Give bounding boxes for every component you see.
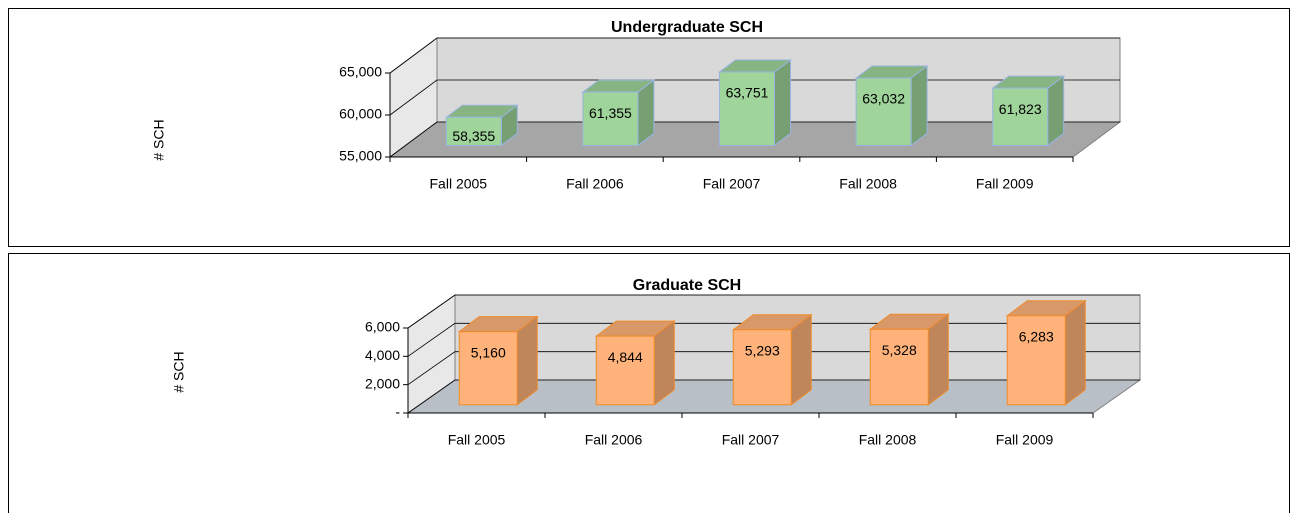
grid-line — [407, 294, 1140, 329]
value-label: 58,355 — [452, 128, 495, 144]
bar — [595, 335, 655, 406]
y-tick-label: 2,000 — [365, 375, 400, 391]
bar — [445, 116, 502, 146]
value-label: 63,751 — [726, 85, 769, 101]
value-label: 5,293 — [745, 342, 780, 358]
chart-title: Undergraduate SCH — [611, 19, 763, 36]
value-label: 63,032 — [862, 91, 905, 107]
x-tick-label: Fall 2005 — [448, 432, 506, 448]
bar-side — [774, 58, 792, 147]
x-tick-label: Fall 2007 — [722, 432, 780, 448]
y-tick-label: 65,000 — [339, 64, 382, 80]
x-tick-label: Fall 2006 — [585, 432, 643, 448]
chart-title: Graduate SCH — [633, 277, 741, 294]
y-tick-label: 60,000 — [339, 106, 382, 122]
bar-side — [790, 313, 812, 406]
value-label: 5,328 — [882, 342, 917, 358]
bar — [582, 91, 639, 146]
x-tick-label: Fall 2007 — [703, 176, 761, 192]
value-label: 6,283 — [1019, 328, 1054, 344]
y-tick-label: 6,000 — [365, 319, 400, 335]
grid-line — [389, 37, 1120, 74]
x-tick-label: Fall 2006 — [566, 176, 624, 192]
x-tick-label: Fall 2008 — [839, 176, 897, 192]
bar-side — [910, 64, 928, 147]
y-tick-label: 55,000 — [339, 148, 382, 164]
bar — [1006, 315, 1066, 406]
y-tick-label: - — [395, 404, 400, 420]
x-tick-label: Fall 2009 — [976, 176, 1034, 192]
value-label: 4,844 — [608, 349, 643, 365]
value-label: 61,355 — [589, 105, 632, 121]
bar — [458, 331, 518, 406]
bar — [855, 77, 912, 146]
bar-side — [1064, 299, 1086, 406]
value-label: 5,160 — [471, 344, 506, 360]
x-tick-label: Fall 2008 — [859, 432, 917, 448]
y-axis-label: # SCH — [171, 351, 187, 392]
bar — [732, 329, 792, 406]
x-tick-label: Fall 2005 — [430, 176, 488, 192]
bar — [992, 87, 1049, 146]
bar-side — [927, 313, 949, 406]
value-label: 61,823 — [999, 101, 1042, 117]
y-axis-label: # SCH — [151, 119, 167, 160]
x-tick-label: Fall 2009 — [996, 432, 1054, 448]
bar — [719, 71, 776, 146]
y-tick-label: 4,000 — [365, 347, 400, 363]
bar — [869, 328, 929, 406]
